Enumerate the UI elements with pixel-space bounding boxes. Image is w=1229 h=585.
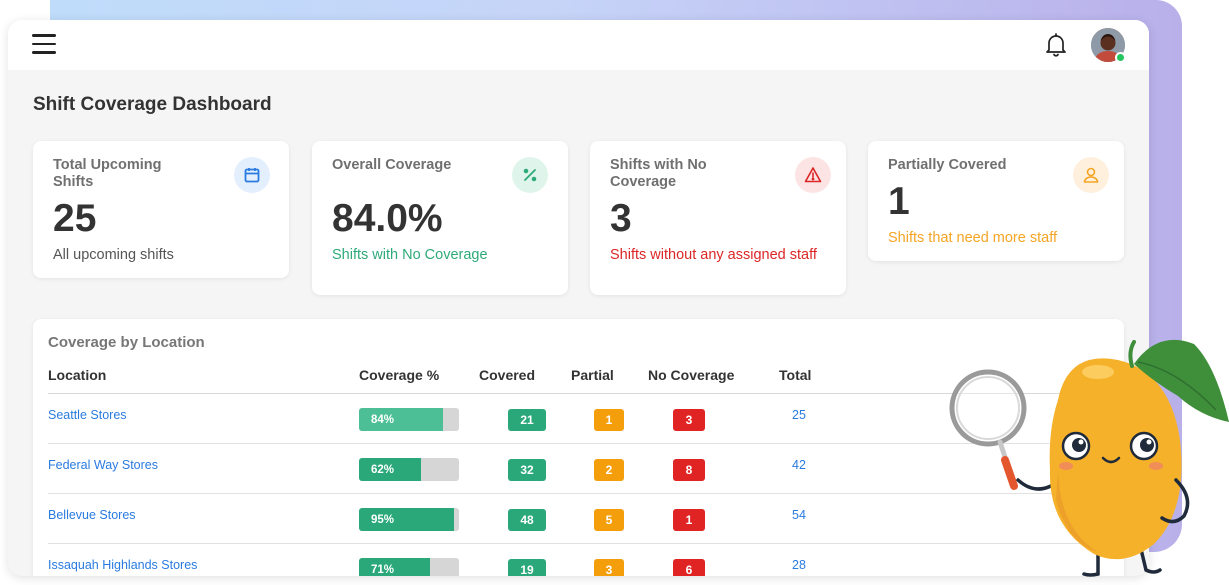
card-subtext: Shifts with No Coverage xyxy=(332,247,488,263)
location-link[interactable]: Federal Way Stores xyxy=(48,458,158,472)
warning-icon xyxy=(795,157,831,193)
covered-badge: 21 xyxy=(508,409,546,431)
total-link[interactable]: 25 xyxy=(792,408,806,422)
partial-badge: 2 xyxy=(594,459,624,481)
card-partially-covered: Partially Covered 1 Shifts that need mor… xyxy=(868,141,1124,261)
coverage-percent: 62% xyxy=(371,463,395,476)
table-row: Issaquah Highlands Stores 71% 19 3 6 28 xyxy=(33,544,1124,576)
coverage-percent: 95% xyxy=(371,513,395,526)
partial-badge: 5 xyxy=(594,509,624,531)
table-row: Federal Way Stores 62% 32 2 8 42 xyxy=(33,444,1124,494)
card-label: Partially Covered xyxy=(888,157,1007,173)
no-coverage-badge: 6 xyxy=(673,559,705,576)
calendar-icon xyxy=(234,157,270,193)
table-row: Seattle Stores 84% 21 1 3 25 xyxy=(33,394,1124,444)
online-status-dot xyxy=(1115,52,1126,63)
column-header-total: Total xyxy=(779,367,812,383)
coverage-bar-fill: 71% xyxy=(359,558,430,576)
table-title: Coverage by Location xyxy=(48,334,205,351)
avatar[interactable] xyxy=(1091,28,1126,63)
coverage-bar: 62% xyxy=(359,458,459,481)
coverage-bar-fill: 95% xyxy=(359,508,454,531)
hamburger-menu-icon[interactable] xyxy=(32,34,56,54)
total-link[interactable]: 54 xyxy=(792,508,806,522)
column-header-covered: Covered xyxy=(479,367,536,383)
partial-badge: 3 xyxy=(594,559,624,576)
card-overall-coverage: Overall Coverage 84.0% Shifts with No Co… xyxy=(312,141,568,295)
user-icon xyxy=(1073,157,1109,193)
mango-mascot-with-magnifier xyxy=(949,339,1229,577)
coverage-bar: 84% xyxy=(359,408,459,431)
no-coverage-badge: 8 xyxy=(673,459,705,481)
column-header-location: Location xyxy=(48,367,107,383)
bell-icon[interactable] xyxy=(1044,32,1068,58)
top-bar xyxy=(8,20,1149,70)
no-coverage-badge: 1 xyxy=(673,509,705,531)
card-value: 25 xyxy=(53,197,97,240)
covered-badge: 48 xyxy=(508,509,546,531)
coverage-bar: 95% xyxy=(359,508,459,531)
row-divider xyxy=(48,543,1108,544)
percent-icon xyxy=(512,157,548,193)
covered-badge: 19 xyxy=(508,559,546,576)
card-subtext: Shifts without any assigned staff xyxy=(610,247,817,263)
row-divider xyxy=(48,493,1108,494)
total-link[interactable]: 28 xyxy=(792,558,806,572)
card-label: Overall Coverage xyxy=(332,157,452,173)
card-subtext: All upcoming shifts xyxy=(53,247,174,263)
covered-badge: 32 xyxy=(508,459,546,481)
page-title: Shift Coverage Dashboard xyxy=(33,94,272,115)
card-value: 3 xyxy=(610,197,632,240)
card-value: 84.0% xyxy=(332,197,443,240)
card-no-coverage: Shifts with No Coverage 3 Shifts without… xyxy=(590,141,846,295)
coverage-by-location-table: Coverage by Location Location Coverage %… xyxy=(33,319,1124,576)
column-header-no-coverage: No Coverage xyxy=(648,367,735,383)
coverage-percent: 71% xyxy=(371,563,395,576)
table-row: Bellevue Stores 95% 48 5 1 54 xyxy=(33,494,1124,544)
coverage-bar-fill: 62% xyxy=(359,458,421,481)
row-divider xyxy=(48,443,1108,444)
column-header-partial: Partial xyxy=(571,367,614,383)
card-label: Total Upcoming Shifts xyxy=(53,157,162,190)
location-link[interactable]: Seattle Stores xyxy=(48,408,127,422)
header-divider xyxy=(48,393,1108,394)
partial-badge: 1 xyxy=(594,409,624,431)
card-value: 1 xyxy=(888,180,910,223)
app-window: Shift Coverage Dashboard Total Upcoming … xyxy=(8,20,1149,576)
coverage-percent: 84% xyxy=(371,413,395,426)
no-coverage-badge: 3 xyxy=(673,409,705,431)
card-label: Shifts with No Coverage xyxy=(610,157,707,190)
total-link[interactable]: 42 xyxy=(792,458,806,472)
column-header-coverage: Coverage % xyxy=(359,367,440,383)
location-link[interactable]: Issaquah Highlands Stores xyxy=(48,558,198,572)
coverage-bar-fill: 84% xyxy=(359,408,443,431)
card-subtext: Shifts that need more staff xyxy=(888,230,1057,246)
location-link[interactable]: Bellevue Stores xyxy=(48,508,136,522)
card-total-upcoming-shifts: Total Upcoming Shifts 25 All upcoming sh… xyxy=(33,141,289,278)
coverage-bar: 71% xyxy=(359,558,459,576)
